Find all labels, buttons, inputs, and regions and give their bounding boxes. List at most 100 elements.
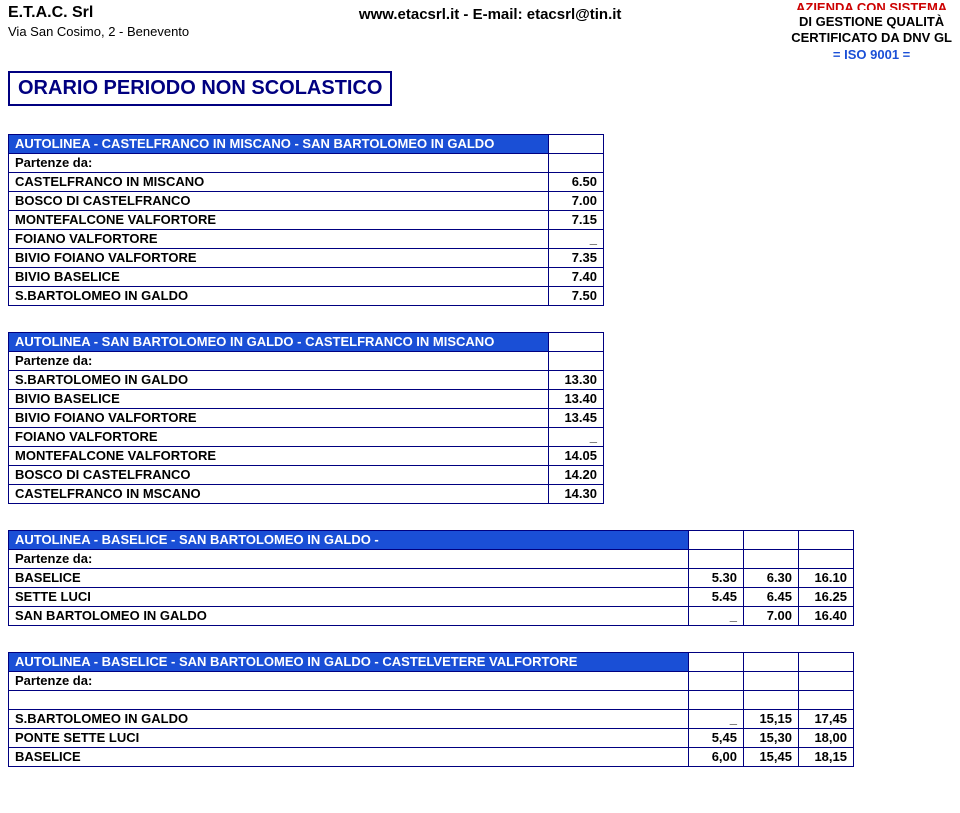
partenze-spacer [744,549,799,568]
route-header-row: AUTOLINEA - BASELICE - SAN BARTOLOMEO IN… [9,652,854,671]
route-header-spacer [549,134,604,153]
route-header-spacer [799,530,854,549]
partenze-row: Partenze da: [9,549,854,568]
blank-cell [9,690,689,709]
route-header-spacer [549,332,604,351]
table-row: BIVIO FOIANO VALFORTORE13.45 [9,408,604,427]
table-row: BIVIO BASELICE7.40 [9,267,604,286]
route-header-spacer [744,530,799,549]
time-cell: 7.15 [549,210,604,229]
stop-name: SETTE LUCI [9,587,689,606]
partenze-row: Partenze da: [9,671,854,690]
time-cell: _ [549,229,604,248]
table-row: SAN BARTOLOMEO IN GALDO_7.0016.40 [9,606,854,625]
partenze-spacer [689,549,744,568]
timetable: AUTOLINEA - BASELICE - SAN BARTOLOMEO IN… [8,530,854,626]
route-header-spacer [689,530,744,549]
time-cell: 13.40 [549,389,604,408]
partenze-row: Partenze da: [9,351,604,370]
route-header-row: AUTOLINEA - BASELICE - SAN BARTOLOMEO IN… [9,530,854,549]
table-row: CASTELFRANCO IN MISCANO6.50 [9,172,604,191]
time-cell: 15,30 [744,728,799,747]
table-row: BOSCO DI CASTELFRANCO7.00 [9,191,604,210]
tables-container: AUTOLINEA - CASTELFRANCO IN MISCANO - SA… [8,134,952,767]
route-title: AUTOLINEA - SAN BARTOLOMEO IN GALDO - CA… [9,332,549,351]
partenze-spacer [799,671,854,690]
partenze-label: Partenze da: [9,351,549,370]
partenze-label: Partenze da: [9,671,689,690]
table-row: MONTEFALCONE VALFORTORE7.15 [9,210,604,229]
stop-name: BOSCO DI CASTELFRANCO [9,191,549,210]
stop-name: BIVIO BASELICE [9,389,549,408]
company-name: E.T.A.C. Srl [8,4,189,22]
stop-name: SAN BARTOLOMEO IN GALDO [9,606,689,625]
table-row: BASELICE5.306.3016.10 [9,568,854,587]
stop-name: BASELICE [9,568,689,587]
time-cell: _ [549,427,604,446]
stop-name: S.BARTOLOMEO IN GALDO [9,286,549,305]
cert-line: DI GESTIONE QUALITÀ [791,14,952,30]
time-cell: _ [689,606,744,625]
page-title: ORARIO PERIODO NON SCOLASTICO [8,71,392,106]
partenze-spacer [744,671,799,690]
time-cell: 16.10 [799,568,854,587]
table-row: FOIANO VALFORTORE_ [9,427,604,446]
time-cell: 5,45 [689,728,744,747]
stop-name: FOIANO VALFORTORE [9,427,549,446]
time-cell: 16.40 [799,606,854,625]
header-web: www.etacsrl.it - E-mail: etacsrl@tin.it [189,4,791,23]
time-cell: 18,15 [799,747,854,766]
header-left: E.T.A.C. Srl Via San Cosimo, 2 - Beneven… [8,4,189,39]
partenze-spacer [689,671,744,690]
route-header-spacer [799,652,854,671]
route-header-spacer [689,652,744,671]
time-cell: 7.50 [549,286,604,305]
cert-line: CERTIFICATO DA DNV GL [791,30,952,46]
table-row: FOIANO VALFORTORE_ [9,229,604,248]
route-header-spacer [744,652,799,671]
page-header: E.T.A.C. Srl Via San Cosimo, 2 - Beneven… [8,4,952,63]
stop-name: BIVIO BASELICE [9,267,549,286]
route-title: AUTOLINEA - BASELICE - SAN BARTOLOMEO IN… [9,530,689,549]
timetable: AUTOLINEA - CASTELFRANCO IN MISCANO - SA… [8,134,604,306]
partenze-spacer [549,153,604,172]
stop-name: PONTE SETTE LUCI [9,728,689,747]
route-title: AUTOLINEA - CASTELFRANCO IN MISCANO - SA… [9,134,549,153]
stop-name: MONTEFALCONE VALFORTORE [9,210,549,229]
time-cell: 17,45 [799,709,854,728]
time-cell: 7.40 [549,267,604,286]
blank-cell [799,690,854,709]
time-cell: 6,00 [689,747,744,766]
time-cell: 6.50 [549,172,604,191]
stop-name: S.BARTOLOMEO IN GALDO [9,709,689,728]
time-cell: 18,00 [799,728,854,747]
table-row: SETTE LUCI5.456.4516.25 [9,587,854,606]
route-header-row: AUTOLINEA - CASTELFRANCO IN MISCANO - SA… [9,134,604,153]
time-cell: 7.35 [549,248,604,267]
partenze-row: Partenze da: [9,153,604,172]
timetable: AUTOLINEA - BASELICE - SAN BARTOLOMEO IN… [8,652,854,767]
time-cell: 14.05 [549,446,604,465]
time-cell: _ [689,709,744,728]
table-row: S.BARTOLOMEO IN GALDO_15,1517,45 [9,709,854,728]
time-cell: 5.30 [689,568,744,587]
partenze-label: Partenze da: [9,549,689,568]
time-cell: 7.00 [744,606,799,625]
stop-name: S.BARTOLOMEO IN GALDO [9,370,549,389]
partenze-spacer [549,351,604,370]
stop-name: BOSCO DI CASTELFRANCO [9,465,549,484]
time-cell: 14.30 [549,484,604,503]
stop-name: BIVIO FOIANO VALFORTORE [9,408,549,427]
cert-line: AZIENDA CON SISTEMA [791,0,952,10]
time-cell: 14.20 [549,465,604,484]
table-row: CASTELFRANCO IN MSCANO14.30 [9,484,604,503]
table-row: BIVIO BASELICE13.40 [9,389,604,408]
time-cell: 5.45 [689,587,744,606]
time-cell: 7.00 [549,191,604,210]
stop-name: FOIANO VALFORTORE [9,229,549,248]
time-cell: 15,45 [744,747,799,766]
table-row: BOSCO DI CASTELFRANCO14.20 [9,465,604,484]
blank-row [9,690,854,709]
stop-name: MONTEFALCONE VALFORTORE [9,446,549,465]
table-row: BIVIO FOIANO VALFORTORE7.35 [9,248,604,267]
